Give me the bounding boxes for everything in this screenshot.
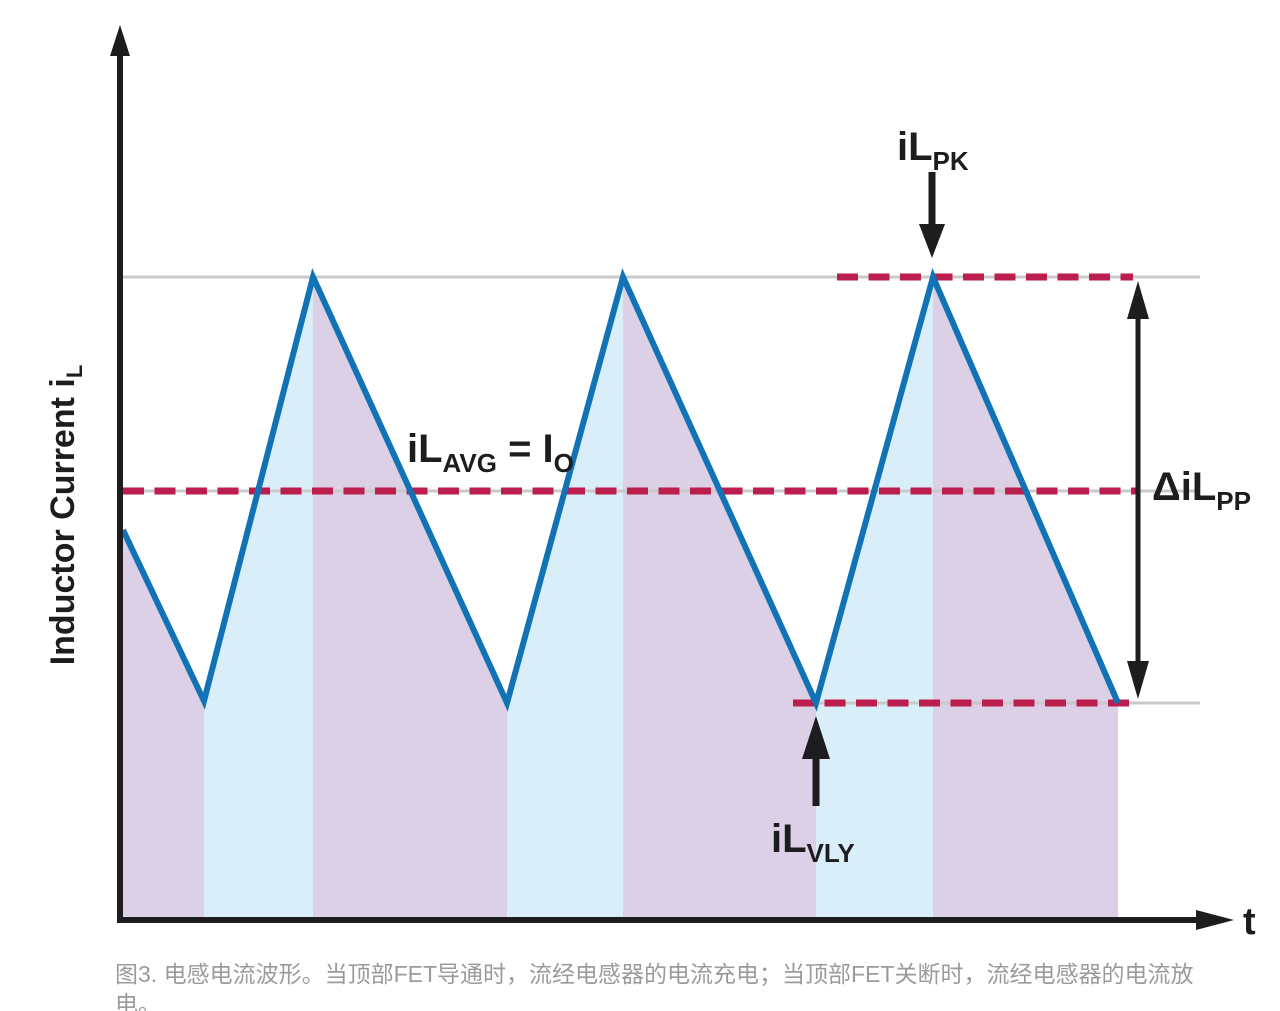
ripple-up-arrow-icon — [1127, 281, 1149, 319]
valley-label: iLVLY — [771, 817, 855, 868]
inductor-current-waveform-line — [120, 267, 1121, 712]
discharge-shade-region — [313, 277, 507, 917]
peak-down-arrow-icon — [919, 224, 945, 258]
peak-label: iLPK — [897, 125, 969, 176]
average-label: iLAVG = IO — [407, 427, 574, 478]
valley-up-arrow-icon — [802, 716, 830, 759]
charge-shade-region — [816, 277, 933, 917]
x-axis-label: t — [1243, 901, 1256, 943]
y-axis-arrow-icon — [110, 25, 130, 56]
discharge-shade-region — [933, 277, 1118, 917]
discharge-shade-region — [623, 277, 816, 917]
figure-caption: 图3. 电感电流波形。当顶部FET导通时，流经电感器的电流充电；当顶部FET关断… — [115, 961, 1194, 1011]
charge-shade-region — [204, 277, 313, 917]
ripple-label: ΔiLPP — [1152, 465, 1251, 516]
y-axis-label: Inductor Current iL — [44, 365, 87, 666]
ripple-down-arrow-icon — [1127, 661, 1149, 699]
discharge-shade-region — [123, 530, 204, 917]
charge-shade-region — [507, 277, 623, 917]
waveform-plot: iLPK iLAVG = IO iLVLY ΔiLPP Inductor Cur… — [44, 25, 1256, 943]
x-axis-arrow-icon — [1196, 910, 1234, 930]
